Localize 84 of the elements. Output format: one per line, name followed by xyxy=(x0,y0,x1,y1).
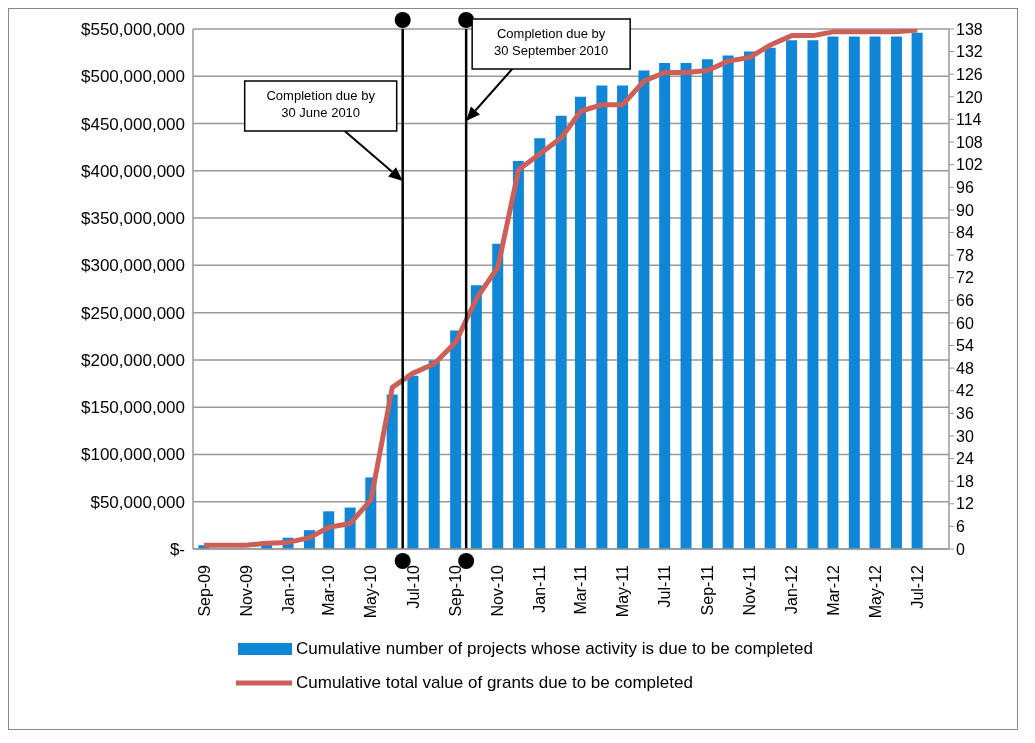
bar xyxy=(848,36,860,549)
y2-tick-label: 84 xyxy=(956,224,974,242)
y2-tick-label: 48 xyxy=(956,359,974,377)
y2-tick-label: 18 xyxy=(956,472,974,490)
bar xyxy=(659,62,671,549)
bar xyxy=(492,243,504,549)
bar xyxy=(701,59,713,549)
y-tick-label: $100,000,000 xyxy=(81,445,185,465)
y2-tick-label: 138 xyxy=(956,20,983,38)
y-tick-label: $450,000,000 xyxy=(81,114,185,134)
y2-tick-label: 78 xyxy=(956,246,974,264)
ref-line-label: Completion due by 30 September 2010 xyxy=(494,26,609,58)
bar xyxy=(575,96,586,549)
y2-tick-label: 66 xyxy=(956,291,974,309)
y2-tick-label: 120 xyxy=(956,88,983,106)
x-tick-label: Jan-11 xyxy=(531,564,549,613)
y2-tick-label: 108 xyxy=(956,133,983,151)
x-tick-label: Mar-10 xyxy=(320,564,338,616)
y2-tick-label: 36 xyxy=(956,405,974,423)
x-tick-label: Jul-10 xyxy=(404,564,422,609)
y-tick-label: $- xyxy=(169,540,185,560)
y-tick-label: $50,000,000 xyxy=(90,492,185,512)
ref-line-label: Completion due by 30 June 2010 xyxy=(266,88,376,120)
x-tick-label: Jan-12 xyxy=(783,564,801,614)
y-tick-label: $350,000,000 xyxy=(81,209,185,229)
x-tick-label: May-10 xyxy=(362,564,380,619)
bar xyxy=(911,32,923,549)
x-tick-label: Nov-10 xyxy=(489,564,507,617)
y2-tick-label: 54 xyxy=(956,337,974,355)
x-tick-label: Jan-10 xyxy=(279,564,297,614)
legend-label: Cumulative number of projects whose activity is due to be completed xyxy=(296,639,813,659)
y-tick-label: $400,000,000 xyxy=(81,161,185,181)
bar xyxy=(744,51,755,549)
y2-tick-label: 60 xyxy=(956,314,974,332)
bar xyxy=(407,375,419,549)
y-tick-label: $500,000,000 xyxy=(81,67,185,87)
x-tick-label: Jul-11 xyxy=(656,564,674,608)
bar xyxy=(827,36,839,549)
x-tick-label: Jul-12 xyxy=(908,564,926,609)
bar xyxy=(470,285,482,549)
bar xyxy=(638,70,650,549)
y-tick-label: $150,000,000 xyxy=(81,398,185,418)
x-tick-label: May-12 xyxy=(866,564,884,619)
x-tick-label: May-11 xyxy=(614,564,632,618)
y2-tick-label: 72 xyxy=(956,269,974,287)
x-tick-label: Sep-11 xyxy=(699,564,717,616)
x-tick-label: Sep-10 xyxy=(447,564,465,617)
y2-tick-label: 0 xyxy=(956,540,965,558)
bar xyxy=(512,160,524,549)
y-tick-label: $550,000,000 xyxy=(81,20,185,40)
y-tick-label: $250,000,000 xyxy=(81,303,185,323)
x-tick-label: Nov-09 xyxy=(237,564,255,617)
bar xyxy=(786,40,798,549)
y2-tick-label: 6 xyxy=(956,518,965,536)
y-tick-label: $300,000,000 xyxy=(81,256,185,276)
x-tick-label: Mar-12 xyxy=(824,564,842,616)
bar xyxy=(555,115,567,549)
bar xyxy=(617,85,629,549)
bar xyxy=(386,394,398,549)
bar xyxy=(596,85,608,549)
legend-label: Cumulative total value of grants due to be completed xyxy=(296,673,693,693)
bar xyxy=(869,36,881,549)
y2-tick-label: 24 xyxy=(956,450,974,468)
x-tick-label: Sep-09 xyxy=(195,564,213,617)
bar xyxy=(890,36,902,549)
y-tick-label: $200,000,000 xyxy=(81,350,185,370)
y2-tick-label: 132 xyxy=(956,43,983,61)
x-tick-label: Nov-11 xyxy=(741,564,759,616)
bar xyxy=(428,360,440,549)
y2-tick-label: 96 xyxy=(956,178,974,196)
bar xyxy=(807,40,819,549)
y2-tick-label: 126 xyxy=(956,65,983,83)
y2-tick-label: 42 xyxy=(956,382,974,400)
y2-tick-label: 30 xyxy=(956,427,974,445)
y2-tick-label: 114 xyxy=(956,111,982,129)
bar xyxy=(722,55,734,549)
bar xyxy=(680,62,692,549)
x-tick-label: Mar-11 xyxy=(572,564,590,615)
bar xyxy=(450,330,462,549)
y2-tick-label: 90 xyxy=(956,201,974,219)
y2-tick-label: 102 xyxy=(956,156,983,174)
y2-tick-label: 12 xyxy=(956,495,974,513)
bar xyxy=(764,47,776,549)
bar xyxy=(534,138,546,549)
